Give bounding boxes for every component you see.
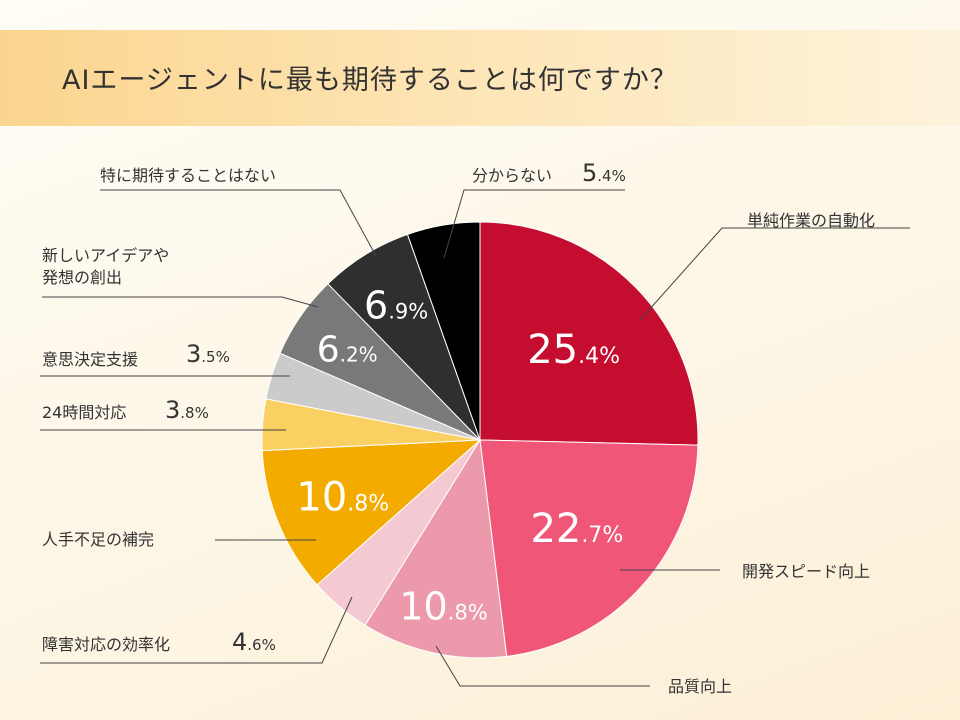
leader-line [40,596,353,664]
slice-label: 新しいアイデアや発想の創出 [42,246,169,287]
leader-line [639,227,910,321]
slice-label: 人手不足の補完 [42,530,154,549]
pie-slice [261,439,482,586]
title-band [0,30,960,126]
leader-line [42,296,319,308]
data-label: 4.6% [232,628,276,656]
slice-label: 障害対応の効率化 [42,635,170,654]
leader-line [435,645,650,687]
leader-line [443,189,625,259]
data-label: 3.8% [165,396,209,424]
data-label: 22.7% [530,506,623,552]
data-label: 6.9% [364,284,428,328]
slice-label: 分からない [472,166,552,185]
pie-slice [364,438,508,659]
data-label: 3.5% [186,340,230,368]
data-label: 10.8% [399,585,487,629]
slice-label: 24時間対応 [42,403,126,422]
slice-label: 開発スピード向上 [742,562,870,581]
chart-title: AIエージェントに最も期待することは何ですか？ [62,65,678,96]
pie-slice [406,221,481,441]
pie-slice [479,439,699,657]
leader-line [100,189,377,257]
slice-label: 特に期待することはない [100,166,276,185]
slice-label: 意思決定支援 [42,350,138,369]
data-label: 6.2% [317,329,378,370]
slice-label: 品質向上 [668,677,732,696]
data-label: 5.4% [582,159,626,187]
slice-label: 単純作業の自動化 [747,211,875,230]
data-label: 10.8% [296,474,389,520]
data-label: 25.4% [527,327,620,373]
pie-slice [479,221,699,446]
